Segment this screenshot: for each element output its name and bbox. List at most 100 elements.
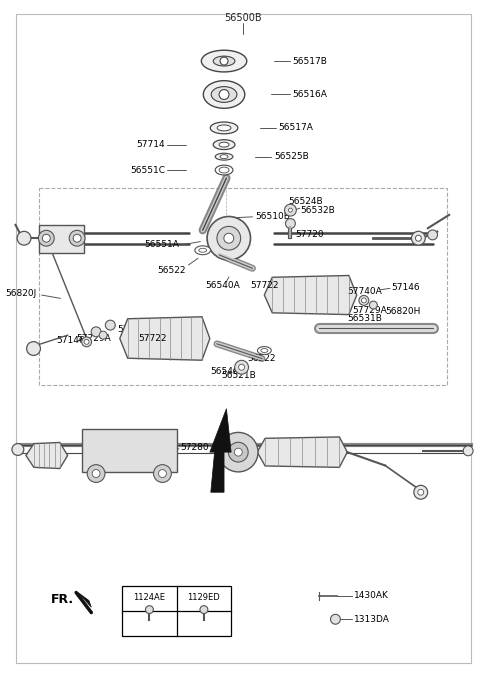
Ellipse shape	[217, 125, 231, 131]
Text: 56517B: 56517B	[293, 57, 328, 66]
Text: FR.: FR.	[51, 593, 74, 606]
Text: 57729A: 57729A	[352, 306, 387, 315]
Text: 56524B: 56524B	[288, 197, 323, 206]
Ellipse shape	[213, 56, 235, 66]
Text: 1313DA: 1313DA	[354, 615, 390, 624]
Text: 57740A: 57740A	[348, 287, 382, 297]
Circle shape	[106, 320, 115, 330]
Ellipse shape	[213, 139, 235, 150]
Circle shape	[285, 204, 296, 216]
Circle shape	[220, 57, 228, 65]
Circle shape	[17, 232, 31, 245]
Circle shape	[234, 448, 242, 456]
Polygon shape	[210, 409, 231, 492]
Ellipse shape	[195, 246, 211, 255]
Circle shape	[331, 614, 340, 624]
Ellipse shape	[220, 154, 228, 158]
Polygon shape	[26, 443, 68, 468]
Circle shape	[239, 364, 244, 370]
Text: 1129ED: 1129ED	[188, 593, 220, 603]
Ellipse shape	[211, 87, 237, 102]
Circle shape	[12, 443, 24, 456]
Circle shape	[359, 295, 369, 305]
Text: 56516A: 56516A	[293, 90, 328, 99]
Circle shape	[207, 217, 251, 260]
Text: 56522: 56522	[248, 354, 276, 363]
Text: 57722: 57722	[139, 334, 167, 343]
Text: 57740A: 57740A	[118, 326, 152, 334]
Circle shape	[73, 234, 81, 242]
Ellipse shape	[201, 50, 247, 72]
Circle shape	[158, 470, 167, 477]
Text: 56525B: 56525B	[274, 152, 309, 161]
Text: 57720: 57720	[295, 230, 324, 240]
Circle shape	[370, 301, 377, 309]
Text: 1430AK: 1430AK	[354, 592, 389, 600]
Ellipse shape	[204, 81, 245, 108]
Circle shape	[219, 89, 229, 100]
Bar	[122, 586, 231, 636]
Text: 56540A: 56540A	[205, 280, 240, 290]
Ellipse shape	[219, 142, 229, 147]
Ellipse shape	[257, 347, 271, 355]
Circle shape	[26, 342, 40, 355]
Text: 56540A: 56540A	[210, 368, 245, 376]
Circle shape	[38, 230, 54, 246]
Text: 56531B: 56531B	[348, 314, 382, 323]
Polygon shape	[257, 437, 348, 467]
Circle shape	[200, 606, 208, 613]
Circle shape	[411, 232, 425, 245]
Text: 56820H: 56820H	[385, 307, 420, 316]
Ellipse shape	[215, 165, 233, 175]
Polygon shape	[78, 592, 91, 607]
Circle shape	[87, 464, 105, 483]
Circle shape	[415, 236, 421, 241]
Circle shape	[463, 446, 473, 456]
Text: 57714: 57714	[136, 140, 165, 149]
Circle shape	[418, 489, 424, 495]
Circle shape	[99, 331, 107, 339]
Text: 57146: 57146	[56, 336, 84, 345]
Polygon shape	[264, 276, 357, 315]
Circle shape	[42, 234, 50, 242]
Circle shape	[286, 219, 295, 228]
Circle shape	[91, 327, 101, 336]
Text: 56510B: 56510B	[255, 213, 290, 221]
Text: 56551C: 56551C	[130, 166, 165, 175]
Text: 57722: 57722	[250, 280, 278, 290]
Ellipse shape	[261, 349, 268, 353]
Circle shape	[224, 234, 234, 243]
Polygon shape	[82, 429, 177, 472]
Circle shape	[228, 442, 248, 462]
Text: 56820J: 56820J	[6, 288, 37, 298]
Circle shape	[69, 230, 85, 246]
Circle shape	[414, 485, 428, 499]
Text: 56521B: 56521B	[221, 371, 256, 380]
Circle shape	[361, 298, 366, 303]
Ellipse shape	[215, 153, 233, 160]
Circle shape	[82, 337, 92, 347]
Circle shape	[218, 433, 258, 472]
Circle shape	[288, 208, 292, 212]
Circle shape	[428, 230, 438, 240]
Text: 57729A: 57729A	[76, 334, 111, 343]
Circle shape	[145, 606, 153, 613]
Polygon shape	[39, 225, 84, 253]
Text: 56517A: 56517A	[278, 123, 313, 133]
Ellipse shape	[210, 122, 238, 134]
Ellipse shape	[219, 167, 229, 173]
Circle shape	[84, 339, 89, 345]
Circle shape	[92, 470, 100, 477]
Text: 1124AE: 1124AE	[133, 593, 166, 603]
Text: 56551A: 56551A	[144, 240, 179, 249]
Circle shape	[154, 464, 171, 483]
Text: 56522: 56522	[158, 266, 186, 275]
Text: 56532B: 56532B	[300, 206, 335, 215]
Text: 56500B: 56500B	[224, 13, 262, 22]
Polygon shape	[120, 317, 210, 360]
Text: 57280: 57280	[180, 443, 209, 452]
Circle shape	[217, 226, 240, 250]
Text: 57146: 57146	[391, 283, 420, 292]
Circle shape	[235, 360, 249, 374]
Ellipse shape	[199, 248, 207, 253]
